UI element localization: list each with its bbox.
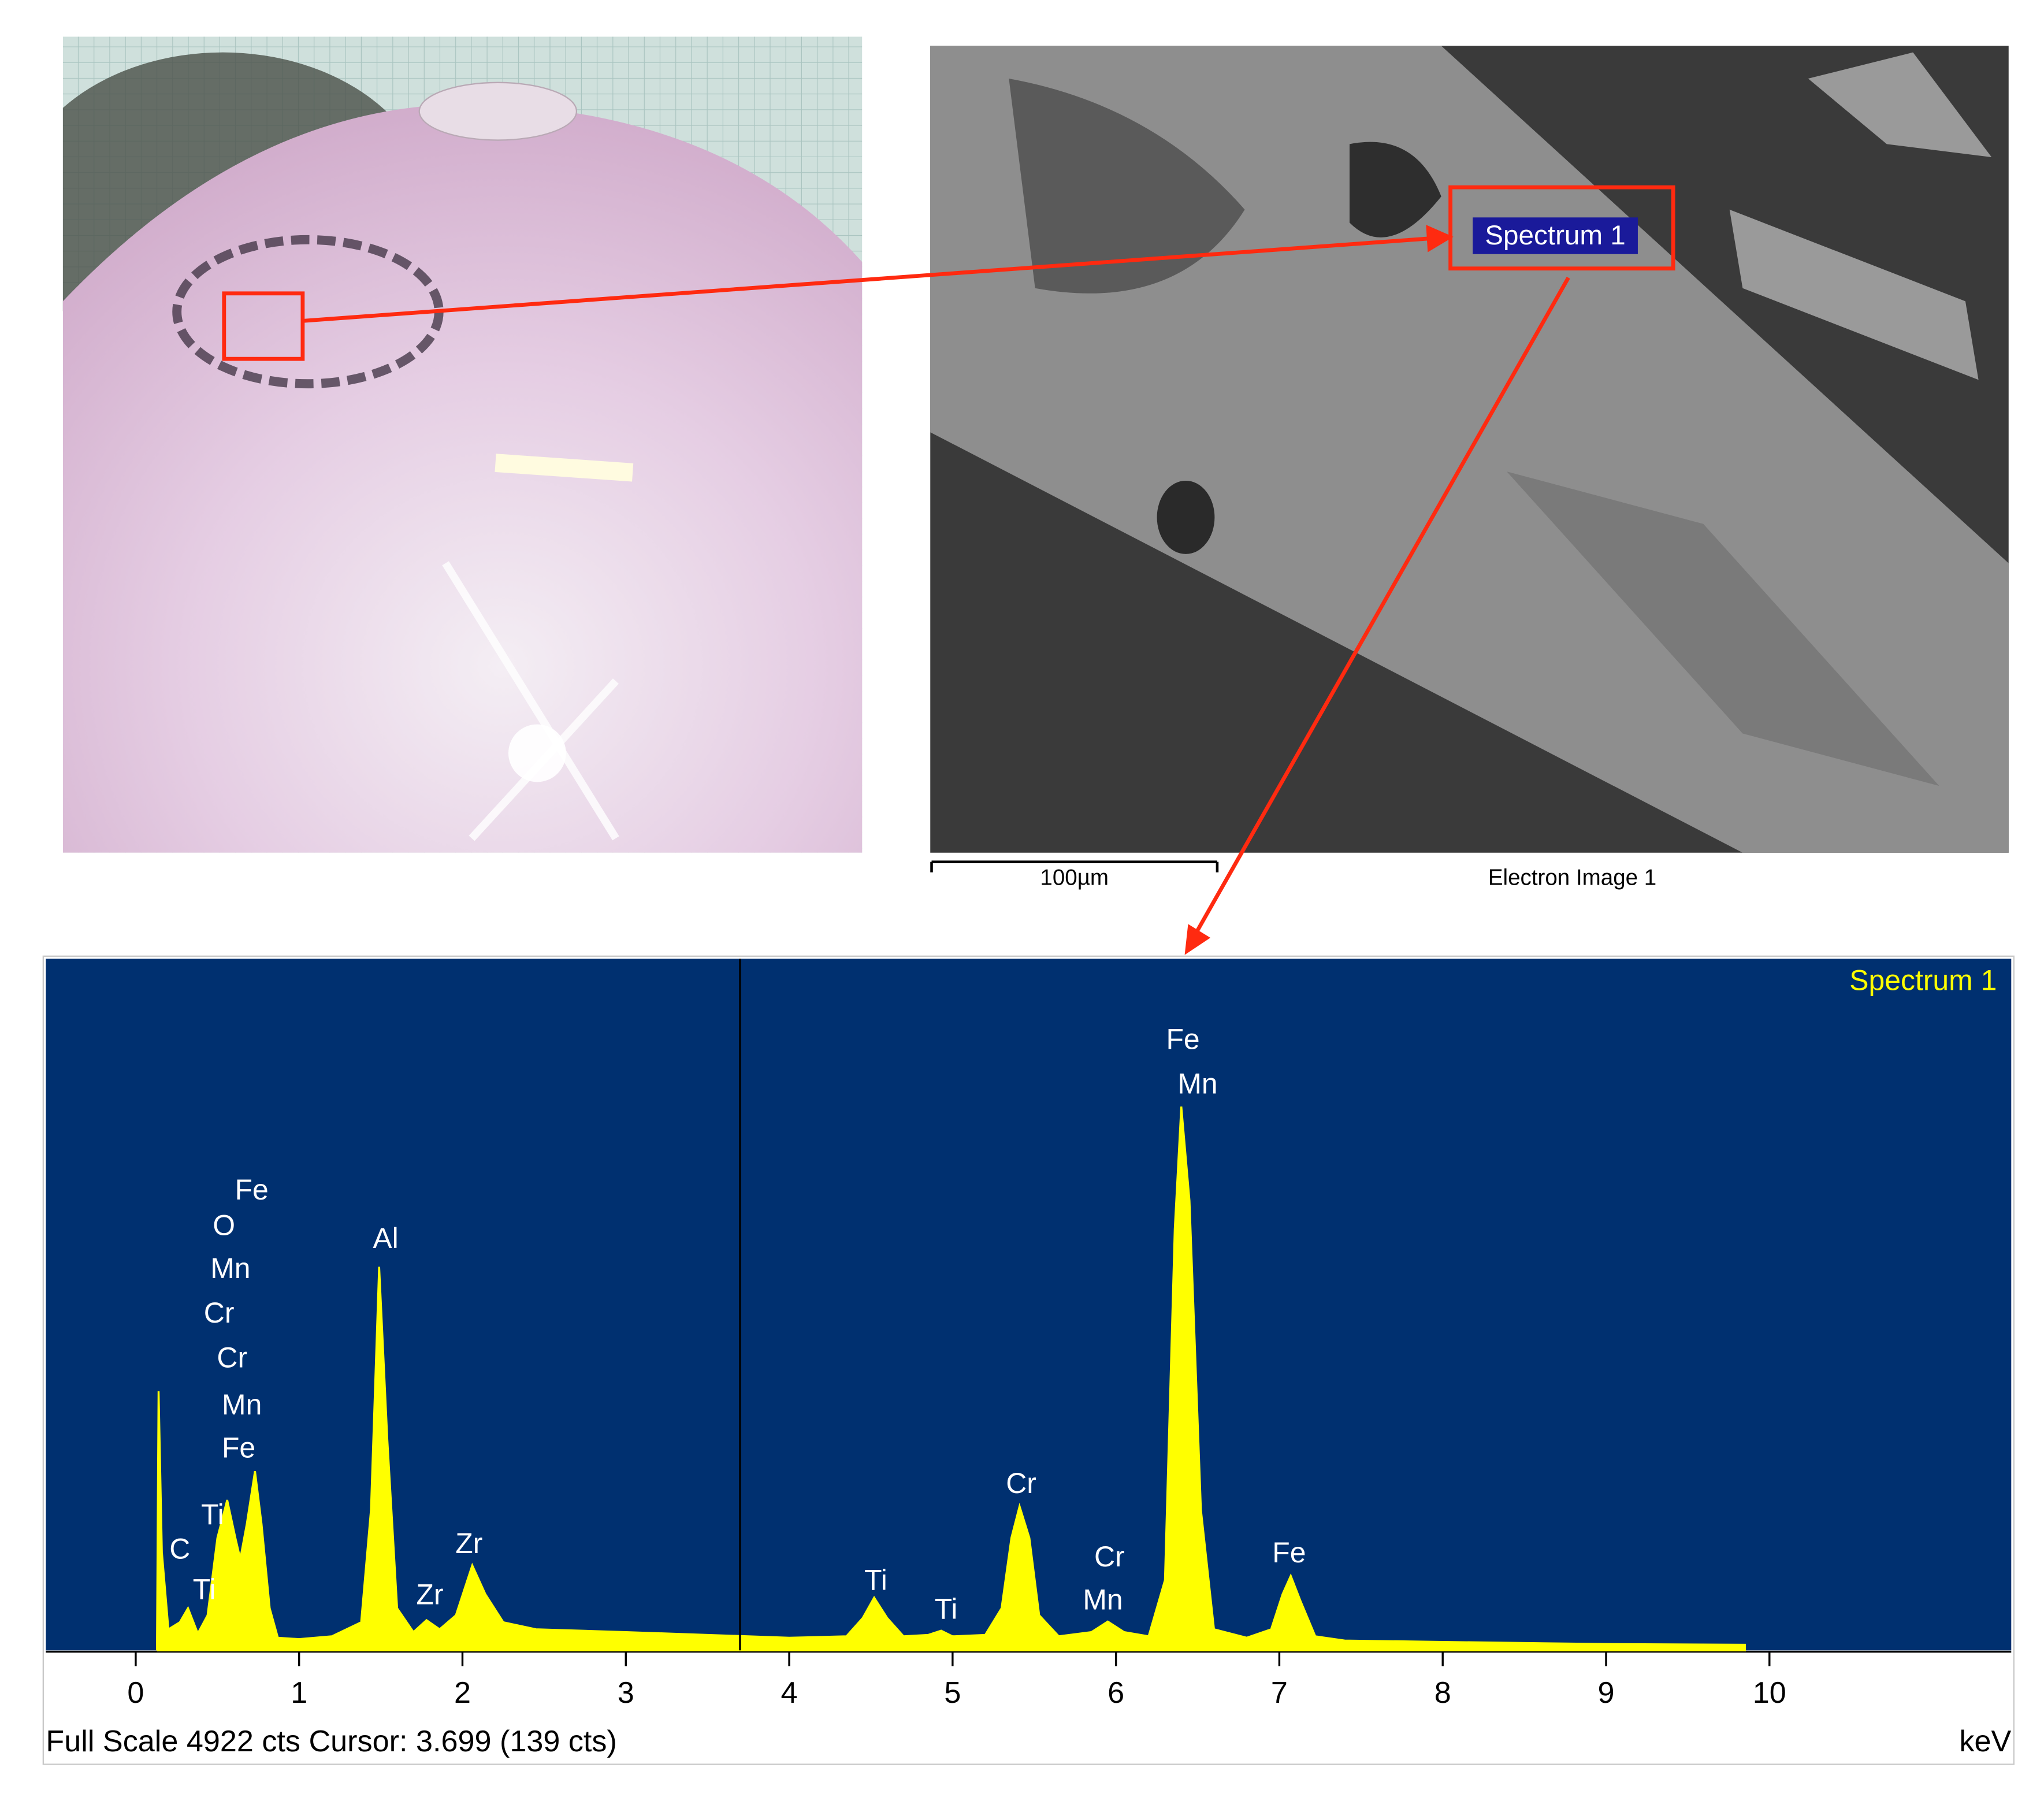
- peak-label: Mn: [1177, 1068, 1217, 1100]
- peak-label: O: [213, 1209, 235, 1242]
- peak-label: Mn: [210, 1252, 250, 1284]
- sem-spectrum-label: Spectrum 1: [1485, 220, 1626, 251]
- x-tick-label: 1: [291, 1676, 307, 1710]
- peak-label: Mn: [222, 1388, 262, 1421]
- arrows: [302, 225, 1570, 955]
- peak-label: Fe: [222, 1432, 255, 1464]
- peak-label: Al: [373, 1222, 398, 1254]
- x-tick-label: 4: [781, 1676, 798, 1710]
- peak-label: Ti: [864, 1564, 887, 1596]
- x-axis-label: keV: [1959, 1725, 2011, 1758]
- x-tick-label: 7: [1271, 1676, 1288, 1710]
- x-tick-label: 10: [1753, 1676, 1786, 1710]
- x-tick-label: 5: [944, 1676, 961, 1710]
- spectrum-area: [155, 1106, 1746, 1652]
- region-box: [1448, 185, 1675, 271]
- x-tick-label: 6: [1108, 1676, 1124, 1710]
- peak-label: Fe: [1166, 1023, 1199, 1056]
- x-tick-label: 0: [127, 1676, 144, 1710]
- region-box: [222, 291, 305, 361]
- peak-label: Cr: [204, 1297, 235, 1329]
- spectrum-title: Spectrum 1: [1849, 964, 1997, 996]
- peak-label: Fe: [1272, 1536, 1306, 1569]
- peak-label: Cr: [217, 1341, 247, 1373]
- scale-bar-label: 100µm: [1040, 865, 1109, 890]
- peak-label: Zr: [455, 1527, 482, 1559]
- x-tick-label: 3: [618, 1676, 634, 1710]
- peak-label: Ti: [935, 1592, 958, 1625]
- peak-label: Fe: [235, 1174, 269, 1206]
- peak-label: Cr: [1006, 1467, 1036, 1499]
- peak-label: C: [169, 1532, 190, 1565]
- image-caption: Electron Image 1: [1488, 865, 1656, 890]
- peak-label: Ti: [193, 1573, 216, 1606]
- x-tick-label: 9: [1597, 1676, 1614, 1710]
- peak-label: Cr: [1094, 1540, 1125, 1573]
- optical-photo: [62, 36, 863, 853]
- peak-label: Mn: [1083, 1584, 1123, 1616]
- x-tick-label: 8: [1434, 1676, 1451, 1710]
- peak-label: Ti: [201, 1498, 224, 1531]
- footer: Full Scale 4922 cts Cursor: 3.699 (139 c…: [46, 1725, 616, 1758]
- scale-bar: [930, 860, 1219, 872]
- label-bg: [1473, 217, 1638, 254]
- x-tick-label: 2: [454, 1676, 471, 1710]
- peak-label: Zr: [416, 1579, 443, 1611]
